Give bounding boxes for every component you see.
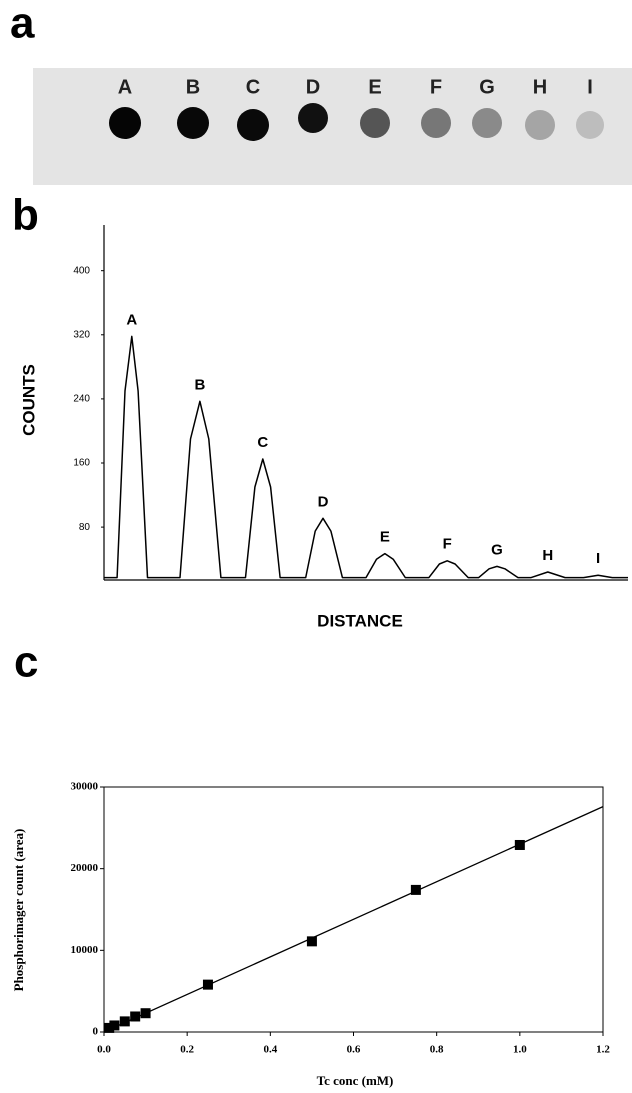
trace bbox=[104, 335, 628, 579]
peak-label: E bbox=[380, 529, 390, 546]
spot bbox=[109, 107, 141, 139]
x-tick-label: 0.4 bbox=[263, 1044, 277, 1056]
spot-label: E bbox=[368, 76, 381, 98]
spot-label: H bbox=[533, 76, 547, 98]
point bbox=[109, 1020, 120, 1031]
spot bbox=[298, 103, 328, 133]
spot-label: C bbox=[246, 76, 260, 98]
peak-label: A bbox=[126, 311, 137, 328]
x-axis-label: DISTANCE bbox=[317, 611, 403, 630]
fit-line bbox=[103, 806, 604, 1033]
peak-label: I bbox=[596, 550, 600, 567]
spot-label: I bbox=[587, 76, 593, 98]
spot bbox=[576, 111, 604, 139]
y-tick-label: 400 bbox=[73, 265, 90, 276]
y-tick-label: 160 bbox=[73, 458, 90, 469]
panel-label: c bbox=[14, 638, 38, 687]
plot-frame bbox=[103, 786, 604, 1033]
x-tick-label: 1.0 bbox=[513, 1044, 527, 1056]
spot-label: F bbox=[430, 76, 442, 98]
spot-label: G bbox=[479, 76, 495, 98]
peak-label: G bbox=[491, 541, 503, 558]
y-tick-label: 10000 bbox=[71, 944, 99, 956]
panel-label: a bbox=[10, 0, 35, 48]
point bbox=[202, 979, 213, 990]
x-tick-label: 0.2 bbox=[180, 1044, 194, 1056]
spot bbox=[177, 107, 209, 139]
y-tick-label: 0 bbox=[93, 1026, 99, 1038]
peak-label: F bbox=[443, 536, 452, 553]
spot bbox=[472, 108, 502, 138]
point bbox=[119, 1016, 130, 1027]
y-tick-label: 30000 bbox=[71, 781, 99, 793]
y-tick-label: 20000 bbox=[71, 862, 99, 874]
y-tick-label: 320 bbox=[73, 329, 90, 340]
peak-label: B bbox=[194, 376, 205, 393]
spot bbox=[360, 108, 390, 138]
x-tick-label: 0.8 bbox=[430, 1044, 444, 1056]
panel-label: b bbox=[12, 191, 39, 240]
x-tick-label: 0.0 bbox=[97, 1044, 111, 1056]
point bbox=[140, 1008, 151, 1019]
point bbox=[514, 839, 525, 850]
point bbox=[130, 1011, 141, 1022]
point bbox=[306, 936, 317, 947]
y-axis-label: COUNTS bbox=[19, 364, 38, 436]
y-axis-label: Phosphorimager count (area) bbox=[11, 829, 26, 992]
x-tick-label: 1.2 bbox=[596, 1044, 610, 1056]
peak-label: H bbox=[542, 547, 553, 564]
spot-label: B bbox=[186, 76, 200, 98]
x-axis-label: Tc conc (mM) bbox=[317, 1073, 394, 1088]
y-tick-label: 80 bbox=[79, 522, 91, 533]
spot-label: A bbox=[118, 76, 132, 98]
point bbox=[104, 1022, 115, 1033]
spot bbox=[237, 109, 269, 141]
spot bbox=[421, 108, 451, 138]
spot bbox=[525, 110, 555, 140]
spot-group bbox=[109, 103, 604, 141]
x-tick-label: 0.6 bbox=[347, 1044, 361, 1056]
peak-label: C bbox=[257, 434, 268, 451]
y-tick-label: 240 bbox=[73, 394, 90, 405]
point bbox=[410, 884, 421, 895]
spot-label: D bbox=[306, 76, 320, 98]
peak-label: D bbox=[318, 493, 329, 510]
